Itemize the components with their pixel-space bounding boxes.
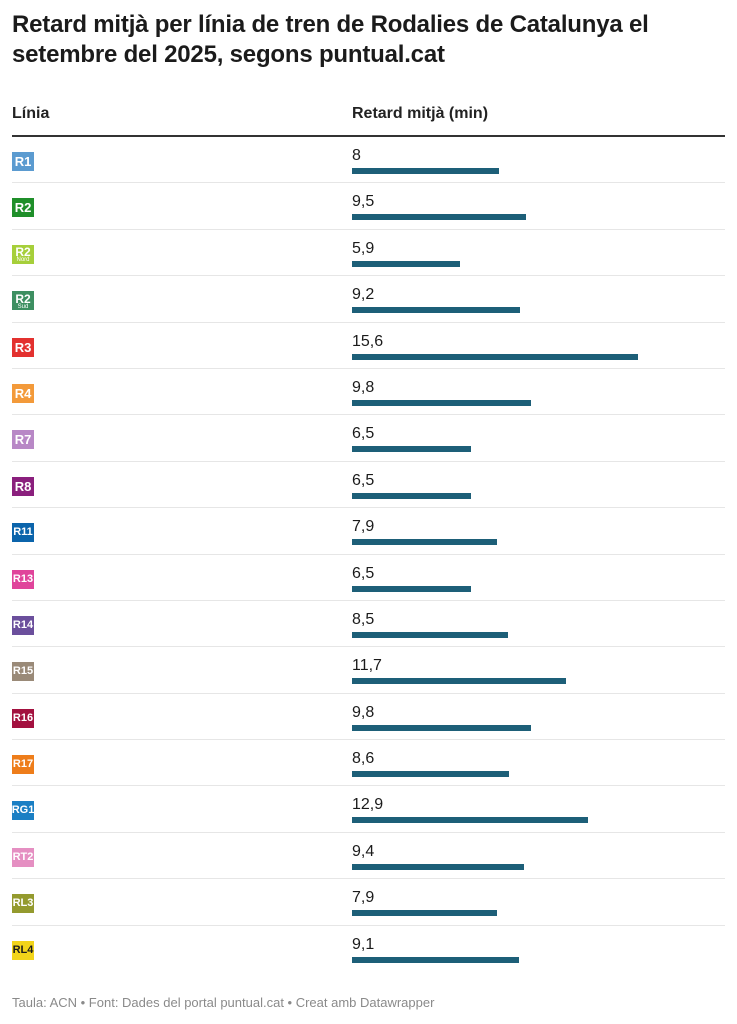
header-divider xyxy=(12,135,725,137)
delay-value-label: 9,4 xyxy=(352,842,375,860)
line-badge: R3 xyxy=(12,337,34,357)
line-badge: R17 xyxy=(12,755,34,775)
column-header-delay: Retard mitjà (min) xyxy=(352,105,489,122)
delay-bar xyxy=(352,631,508,638)
delay-bar xyxy=(352,910,497,917)
line-badge: R2 Sud xyxy=(12,291,34,311)
delay-value-label: 8 xyxy=(352,147,361,164)
delay-value-label: 9,1 xyxy=(352,935,375,953)
delay-bar xyxy=(352,724,532,731)
table-body: R1 8 R2 9,5 R2 Nord 5,9 R2 Sud 9,2 R3 15,6 R4 9,8 R7 6,… xyxy=(12,137,725,972)
delay-value-label: 9,2 xyxy=(352,286,375,304)
delay-value-label: 8,6 xyxy=(352,750,375,768)
table-row: R2 Sud 9,2 xyxy=(12,276,725,323)
table-row: R15 11,7 xyxy=(12,647,725,694)
line-badge-label: R15 xyxy=(12,665,34,678)
line-badge-label: R11 xyxy=(13,526,33,539)
line-badge: R16 xyxy=(12,708,34,728)
table-row: R16 9,8 xyxy=(12,694,725,741)
delay-bar xyxy=(352,214,526,221)
line-badge: R7 xyxy=(12,430,34,450)
delay-bar xyxy=(352,956,519,963)
table-row: RL3 7,9 xyxy=(12,879,725,926)
table-row: R2 Nord 5,9 xyxy=(12,230,725,277)
line-badge-label: R8 xyxy=(14,478,32,494)
line-badge-label: RT2 xyxy=(12,850,34,863)
line-badge: RL4 xyxy=(12,940,34,960)
line-badge-label: R14 xyxy=(12,618,34,631)
delay-value-label: 9,5 xyxy=(352,193,375,211)
delay-value-label: 5,9 xyxy=(352,239,375,257)
line-badge: R8 xyxy=(12,476,34,496)
table-row: R7 6,5 xyxy=(12,415,725,462)
delay-bar xyxy=(352,585,472,592)
line-badge-label: R7 xyxy=(14,432,32,448)
table-row: R3 15,6 xyxy=(12,323,725,369)
delay-bar xyxy=(352,353,638,360)
line-badge-label: R2 xyxy=(15,291,31,306)
delay-value-label: 6,5 xyxy=(352,471,375,489)
delay-bar xyxy=(352,168,499,174)
delay-value-label: 8,5 xyxy=(352,610,375,628)
table-row: R11 7,9 xyxy=(12,508,725,555)
line-badge-label: R2 xyxy=(14,200,32,216)
delay-bar xyxy=(352,771,510,778)
delay-bar xyxy=(352,539,497,546)
chart-title: Retard mitjà per línia de tren de Rodali… xyxy=(12,11,649,68)
line-badge: RG1 xyxy=(11,801,35,821)
table-row: R8 6,5 xyxy=(12,462,725,509)
line-badge: R1 xyxy=(12,152,34,171)
footer-credits: Taula: ACN • Font: Dades del portal punt… xyxy=(12,995,435,1010)
line-badge: R13 xyxy=(12,569,34,589)
delay-value-label: 6,5 xyxy=(352,564,375,582)
line-badge: R14 xyxy=(12,615,34,635)
line-badge-label: RG1 xyxy=(11,804,35,817)
table-row: R13 6,5 xyxy=(12,555,725,601)
table-row: R17 8,6 xyxy=(12,740,725,787)
line-badge-sublabel: Nord xyxy=(16,257,30,264)
delay-bar xyxy=(352,863,525,870)
line-badge: RL3 xyxy=(12,894,34,914)
delay-bar xyxy=(352,446,472,453)
line-badge: R4 xyxy=(12,383,34,403)
line-badge-label: R17 xyxy=(12,758,34,771)
line-badge-label: RL3 xyxy=(12,897,34,910)
delay-bar xyxy=(352,678,567,685)
delay-value-label: 9,8 xyxy=(352,378,375,396)
delay-bar xyxy=(352,492,472,499)
table-row: R14 8,5 xyxy=(12,601,725,648)
table-row: R2 9,5 xyxy=(12,183,725,230)
line-badge-label: R16 xyxy=(12,711,34,724)
delay-value-label: 6,5 xyxy=(352,425,375,443)
delay-value-label: 12,9 xyxy=(352,796,384,814)
delay-value-label: 11,7 xyxy=(352,657,382,675)
line-badge-label: R13 xyxy=(12,572,34,585)
line-badge: R11 xyxy=(12,523,34,543)
delay-bar xyxy=(352,399,532,406)
delay-bar xyxy=(352,260,461,267)
line-badge: RT2 xyxy=(12,847,34,867)
table-row: RG1 12,9 xyxy=(11,786,725,833)
delay-value-label: 15,6 xyxy=(352,332,384,350)
line-badge-label: R3 xyxy=(14,339,32,355)
delay-bar xyxy=(352,307,521,314)
line-badge-label: R2 xyxy=(15,245,31,260)
line-badge: R2 Nord xyxy=(12,244,34,264)
line-badge-sublabel: Sud xyxy=(17,303,29,310)
delay-value-label: 7,9 xyxy=(352,518,375,536)
line-badge-label: R1 xyxy=(14,154,32,169)
table-row: R4 9,8 xyxy=(12,369,725,416)
line-badge: R2 xyxy=(12,198,34,218)
line-badge-label: RL4 xyxy=(12,943,34,956)
line-badge: R15 xyxy=(12,662,34,682)
table-row: RL4 9,1 xyxy=(12,926,725,972)
delay-bar xyxy=(352,817,589,824)
column-header-line: Línia xyxy=(12,105,50,122)
table-row: RT2 9,4 xyxy=(12,833,725,880)
table-row: R1 8 xyxy=(12,137,725,184)
delay-value-label: 9,8 xyxy=(352,703,375,721)
delay-value-label: 7,9 xyxy=(352,889,375,907)
line-badge-label: R4 xyxy=(14,385,32,401)
